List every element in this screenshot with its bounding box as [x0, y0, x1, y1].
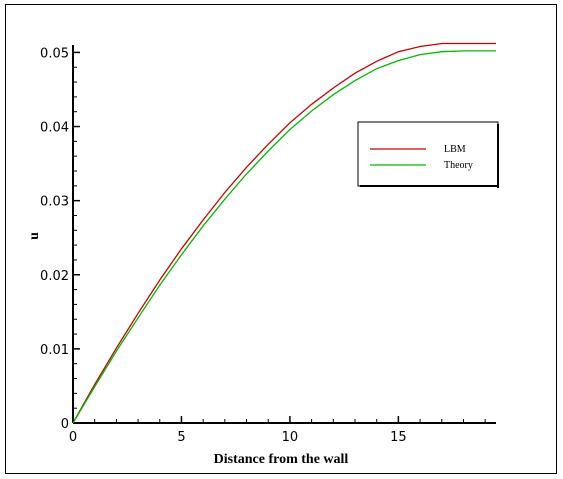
series-line-theory [72, 50, 496, 424]
legend-label: LBM [444, 144, 466, 155]
figure-frame [5, 4, 557, 474]
y-axis-label: u [27, 232, 42, 240]
y-tick-label: 0.02 [40, 269, 69, 284]
series-line-lbm [72, 42, 496, 424]
axes: 0 0.01 0.02 0.03 0.04 0.05 0 5 10 15 [40, 45, 496, 445]
x-tick-label: 0 [69, 430, 77, 445]
x-tick-label: 15 [390, 430, 407, 445]
x-tick-label: 10 [282, 430, 299, 445]
legend: LBM Theory [357, 121, 499, 188]
x-tick-label: 5 [177, 430, 185, 445]
y-tick-label: 0 [61, 417, 69, 432]
y-tick-label: 0.01 [40, 343, 69, 358]
y-tick-label: 0.05 [40, 46, 69, 61]
y-tick-label: 0.04 [40, 121, 69, 136]
y-tick-label: 0.03 [40, 195, 69, 210]
legend-box [357, 121, 499, 187]
series-lines [72, 42, 496, 424]
x-axis-label: Distance from the wall [214, 452, 349, 467]
legend-label: Theory [444, 160, 473, 171]
